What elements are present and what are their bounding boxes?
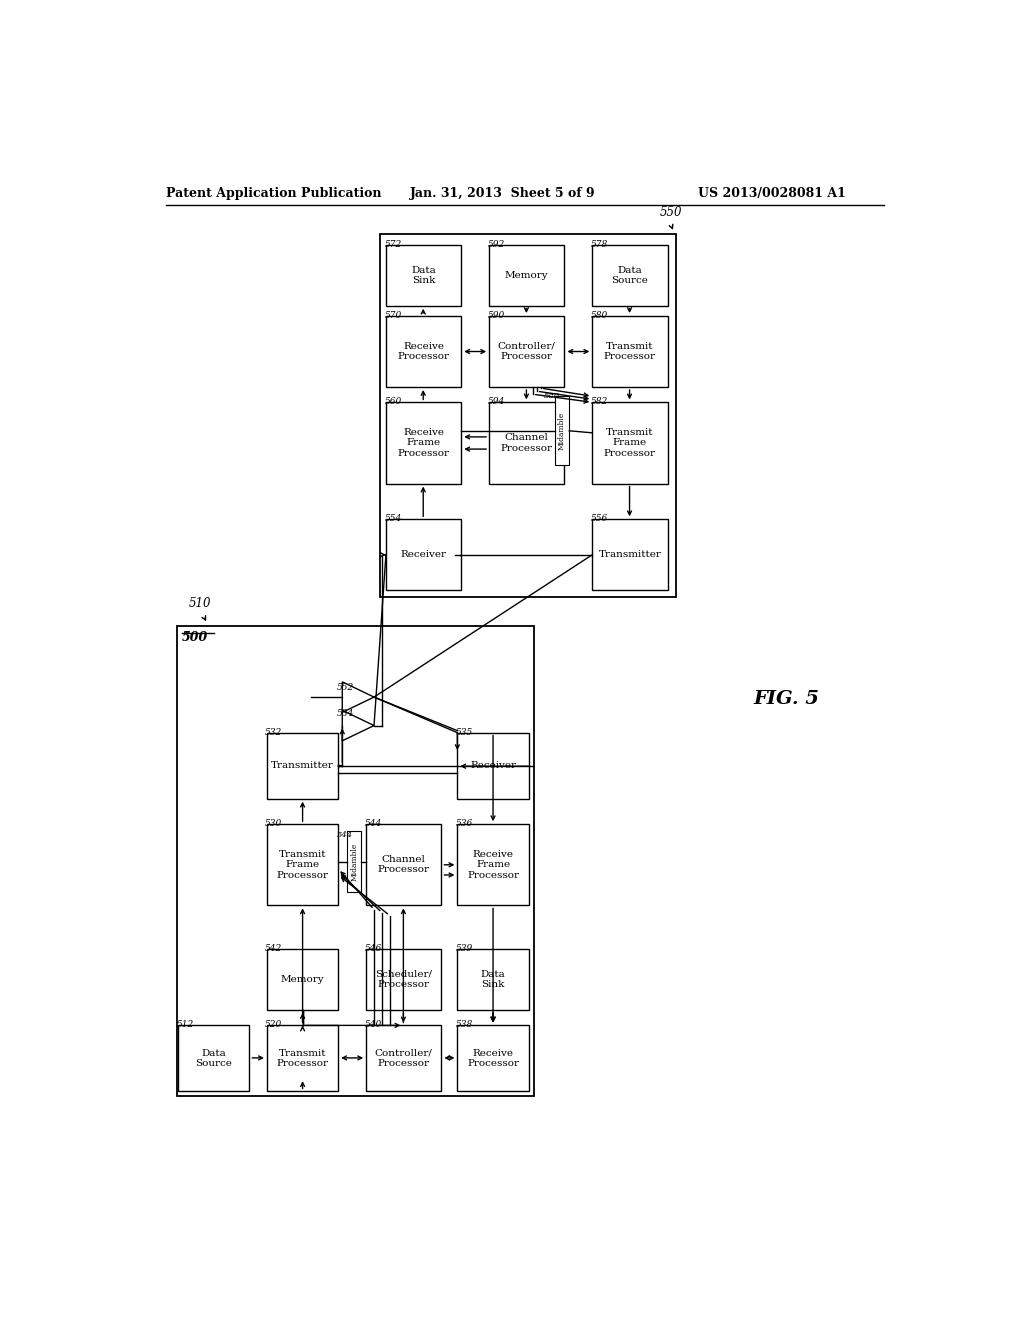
- Bar: [386, 519, 461, 590]
- Text: 572: 572: [384, 240, 401, 248]
- Text: 539: 539: [456, 944, 473, 953]
- Text: 530: 530: [265, 818, 283, 828]
- Bar: [267, 1026, 338, 1092]
- Bar: [267, 824, 338, 906]
- Text: 554: 554: [384, 515, 401, 523]
- Bar: [489, 403, 564, 483]
- Text: 580: 580: [544, 392, 560, 400]
- Text: 520: 520: [265, 1020, 283, 1030]
- Text: 510: 510: [188, 597, 211, 610]
- Bar: [386, 315, 461, 387]
- Bar: [267, 949, 338, 1010]
- Text: 500: 500: [182, 631, 208, 644]
- Bar: [592, 244, 668, 306]
- Text: 542: 542: [265, 944, 283, 953]
- Text: 552: 552: [337, 682, 354, 692]
- Text: Data
Source: Data Source: [611, 265, 648, 285]
- Bar: [592, 315, 668, 387]
- Text: 540: 540: [365, 1020, 382, 1030]
- Text: 512: 512: [176, 1020, 194, 1030]
- Text: 535: 535: [456, 727, 473, 737]
- Text: 544: 544: [365, 818, 382, 828]
- Text: Transmit
Frame
Processor: Transmit Frame Processor: [604, 428, 656, 458]
- Text: 534: 534: [337, 709, 354, 718]
- Text: 594: 594: [487, 397, 505, 407]
- Bar: [380, 234, 676, 598]
- Text: Transmitter: Transmitter: [271, 762, 334, 770]
- Text: Jan. 31, 2013  Sheet 5 of 9: Jan. 31, 2013 Sheet 5 of 9: [410, 187, 595, 201]
- Text: 582: 582: [591, 397, 608, 407]
- Bar: [458, 1026, 528, 1092]
- Text: 550: 550: [659, 206, 682, 219]
- Text: 570: 570: [384, 312, 401, 319]
- Text: Midamble: Midamble: [558, 412, 566, 450]
- Bar: [347, 832, 361, 892]
- Text: 546: 546: [365, 944, 382, 953]
- Text: Receive
Processor: Receive Processor: [397, 342, 450, 362]
- Text: 556: 556: [591, 515, 608, 523]
- Text: 592: 592: [487, 240, 505, 248]
- Bar: [267, 733, 338, 799]
- Text: Receive
Frame
Processor: Receive Frame Processor: [397, 428, 450, 458]
- Text: 544: 544: [337, 832, 353, 840]
- Text: Transmitter: Transmitter: [598, 550, 662, 560]
- Text: 536: 536: [456, 818, 473, 828]
- Bar: [178, 1026, 250, 1092]
- Text: Receive
Processor: Receive Processor: [467, 1048, 519, 1068]
- Text: Controller/
Processor: Controller/ Processor: [375, 1048, 433, 1068]
- Text: Scheduler/
Processor: Scheduler/ Processor: [375, 970, 432, 990]
- Text: Receiver: Receiver: [400, 550, 446, 560]
- Text: 532: 532: [265, 727, 283, 737]
- Text: Controller/
Processor: Controller/ Processor: [498, 342, 556, 362]
- Text: US 2013/0028081 A1: US 2013/0028081 A1: [697, 187, 846, 201]
- Text: 590: 590: [487, 312, 505, 319]
- Text: Data
Sink: Data Sink: [412, 265, 436, 285]
- Text: Memory: Memory: [505, 271, 549, 280]
- Text: Patent Application Publication: Patent Application Publication: [166, 187, 382, 201]
- Bar: [367, 1026, 441, 1092]
- Bar: [386, 403, 461, 483]
- Text: Transmit
Processor: Transmit Processor: [276, 1048, 329, 1068]
- Text: 560: 560: [384, 397, 401, 407]
- Bar: [386, 244, 461, 306]
- Text: 538: 538: [456, 1020, 473, 1030]
- Text: Midamble: Midamble: [350, 842, 358, 880]
- Text: Memory: Memory: [281, 975, 325, 985]
- Bar: [592, 403, 668, 483]
- Bar: [458, 949, 528, 1010]
- Text: Channel
Processor: Channel Processor: [378, 855, 430, 874]
- Text: Data
Sink: Data Sink: [480, 970, 506, 990]
- Bar: [489, 244, 564, 306]
- Text: 580: 580: [591, 312, 608, 319]
- Text: FIG. 5: FIG. 5: [754, 690, 819, 708]
- Bar: [367, 824, 441, 906]
- Bar: [458, 824, 528, 906]
- Bar: [177, 626, 535, 1096]
- Bar: [367, 949, 441, 1010]
- Text: Receiver: Receiver: [470, 762, 516, 770]
- Text: 578: 578: [591, 240, 608, 248]
- Bar: [489, 315, 564, 387]
- Bar: [458, 733, 528, 799]
- Text: Transmit
Processor: Transmit Processor: [604, 342, 656, 362]
- Text: Data
Source: Data Source: [196, 1048, 232, 1068]
- Text: Channel
Processor: Channel Processor: [501, 433, 553, 453]
- Bar: [592, 519, 668, 590]
- Text: Receive
Frame
Processor: Receive Frame Processor: [467, 850, 519, 879]
- Text: Transmit
Frame
Processor: Transmit Frame Processor: [276, 850, 329, 879]
- Bar: [555, 396, 569, 466]
